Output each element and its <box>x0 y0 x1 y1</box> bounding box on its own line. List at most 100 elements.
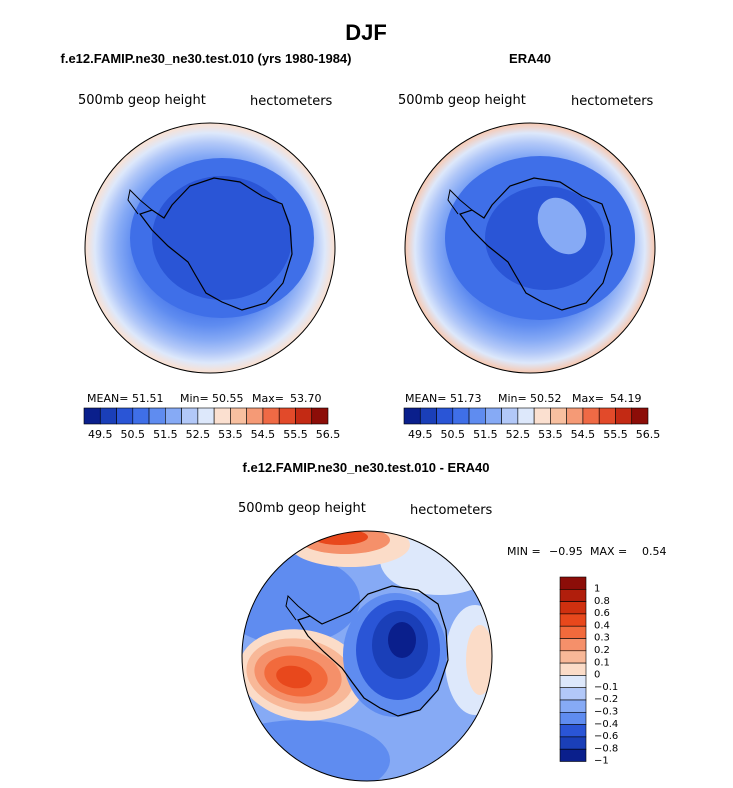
model-colorbar-tick-label: 52.5 <box>186 428 211 441</box>
panel-difference-border <box>241 530 493 782</box>
model-colorbar-swatch-0 <box>83 407 101 425</box>
difference-colorbar-swatch-4 <box>559 625 587 639</box>
panel-model-title: f.e12.FAMIP.ne30_ne30.test.010 (yrs 1980… <box>61 51 352 66</box>
model-colorbar-swatch-10 <box>246 407 264 425</box>
model-colorbar-swatch-12 <box>278 407 296 425</box>
antarctic-peninsula <box>127 188 153 215</box>
antarctica-coastline <box>297 585 449 717</box>
difference-colorbar-tick-label: −0.6 <box>594 731 618 742</box>
era40-colorbar-swatch-10 <box>566 407 584 425</box>
era40-colorbar-swatch-11 <box>582 407 600 425</box>
model-colorbar-swatch-5 <box>165 407 182 425</box>
difference-colorbar-tick-label: −0.4 <box>594 719 618 730</box>
era40-colorbar-swatch-4 <box>468 407 486 425</box>
era40-colorbar-swatch-12 <box>598 407 616 425</box>
panel-difference-min-value: −0.95 <box>549 545 583 558</box>
panel-difference-left-label: 500mb geop height <box>238 501 366 516</box>
model-colorbar-tick-label: 56.5 <box>316 428 341 441</box>
panel-model-colorbar: 49.5 50.5 51.5 52.5 53.5 54.5 55.5 56.5 <box>83 407 341 441</box>
model-colorbar-swatch-11 <box>262 407 280 425</box>
difference-colorbar-swatch-2 <box>559 601 587 615</box>
panel-era40-colorbar: 49.5 50.5 51.5 52.5 53.5 54.5 55.5 56.5 <box>403 407 661 441</box>
antarctic-peninsula <box>285 594 311 621</box>
difference-colorbar-swatch-1 <box>559 588 587 602</box>
model-colorbar-swatch-1 <box>99 407 117 425</box>
panel-model-mean-label: MEAN= <box>87 392 128 405</box>
panel-era40-max-value: 54.19 <box>610 392 642 405</box>
panel-difference-title: f.e12.FAMIP.ne30_ne30.test.010 - ERA40 <box>243 460 490 475</box>
difference-colorbar-swatch-5 <box>559 638 587 652</box>
panel-era40-max-label: Max= <box>572 392 604 405</box>
difference-colorbar-tick-label: 0.2 <box>594 645 610 656</box>
model-colorbar-swatch-14 <box>311 407 329 425</box>
panel-era40-mean-label: MEAN= <box>405 392 446 405</box>
era40-colorbar-swatch-13 <box>615 407 633 425</box>
model-colorbar-swatch-9 <box>230 407 247 425</box>
panel-model-map <box>85 123 335 373</box>
difference-colorbar-swatch-10 <box>559 699 587 713</box>
panel-difference-map <box>242 531 492 781</box>
model-colorbar-swatch-13 <box>295 407 313 425</box>
difference-colorbar-swatch-6 <box>559 650 587 664</box>
model-colorbar-tick-label: 55.5 <box>283 428 308 441</box>
model-colorbar-tick-label: 50.5 <box>121 428 146 441</box>
difference-colorbar-tick-label: 0.1 <box>594 657 610 668</box>
difference-colorbar-tick-label: 0.3 <box>594 633 610 644</box>
panel-model: f.e12.FAMIP.ne30_ne30.test.010 (yrs 1980… <box>61 51 352 441</box>
model-colorbar-swatch-8 <box>213 407 231 425</box>
era40-colorbar-swatch-1 <box>419 407 437 425</box>
panel-difference-min-label: MIN = <box>507 545 541 558</box>
panel-era40-title: ERA40 <box>509 51 551 66</box>
difference-colorbar-tick-label: 0.4 <box>594 620 610 631</box>
model-colorbar-tick-label: 51.5 <box>153 428 178 441</box>
era40-colorbar-tick-label: 55.5 <box>603 428 628 441</box>
panel-model-border <box>84 122 336 374</box>
difference-colorbar-swatch-9 <box>559 687 587 701</box>
era40-colorbar-tick-label: 53.5 <box>538 428 563 441</box>
era40-colorbar-swatch-2 <box>436 407 454 425</box>
panel-difference-max-label: MAX = <box>590 545 627 558</box>
difference-colorbar-swatch-14 <box>559 748 587 762</box>
difference-colorbar-swatch-13 <box>559 736 587 750</box>
era40-colorbar-tick-label: 54.5 <box>571 428 596 441</box>
panel-era40-map <box>405 123 655 373</box>
era40-colorbar-swatch-9 <box>550 407 567 425</box>
panel-difference-colorbar: 1 0.80.60.4 0.30.20.1 0−0.1−0.2−0.3 −0.4−0.6… <box>559 576 618 767</box>
era40-colorbar-tick-label: 56.5 <box>636 428 661 441</box>
difference-colorbar-tick-label: −1 <box>594 756 609 767</box>
difference-colorbar-swatch-0 <box>559 576 587 590</box>
model-colorbar-swatch-6 <box>181 407 199 425</box>
suptitle: DJF <box>345 20 387 45</box>
panel-era40-border <box>404 122 656 374</box>
era40-colorbar-tick-label: 52.5 <box>506 428 531 441</box>
era40-colorbar-swatch-14 <box>631 407 649 425</box>
panel-era40-min-label: Min= <box>498 392 527 405</box>
difference-colorbar-tick-label: −0.8 <box>594 743 618 754</box>
era40-colorbar-swatch-5 <box>485 407 502 425</box>
difference-colorbar-swatch-8 <box>559 675 587 689</box>
panel-era40-mean-value: 51.73 <box>450 392 482 405</box>
antarctica-coastline <box>139 177 293 311</box>
era40-colorbar-tick-label: 50.5 <box>441 428 466 441</box>
difference-colorbar-tick-label: 0.6 <box>594 608 610 619</box>
panel-model-min-value: 50.55 <box>212 392 244 405</box>
panel-difference: f.e12.FAMIP.ne30_ne30.test.010 - ERA40 5… <box>238 460 667 782</box>
model-colorbar-swatch-7 <box>197 407 215 425</box>
era40-colorbar-tick-label: 51.5 <box>473 428 498 441</box>
difference-colorbar-swatch-7 <box>559 662 587 676</box>
era40-colorbar-swatch-0 <box>403 407 421 425</box>
difference-colorbar-tick-label: 0.8 <box>594 596 610 607</box>
panel-model-right-label: hectometers <box>250 94 333 109</box>
panel-era40-right-label: hectometers <box>571 94 654 109</box>
panel-era40: ERA40 500mb geop height hectometers MEAN… <box>398 51 660 441</box>
era40-colorbar-swatch-6 <box>501 407 519 425</box>
difference-colorbar-swatch-11 <box>559 711 587 725</box>
difference-colorbar-swatch-3 <box>559 613 587 627</box>
model-colorbar-tick-label: 49.5 <box>88 428 113 441</box>
difference-colorbar-tick-label: 1 <box>594 583 600 594</box>
panel-era40-left-label: 500mb geop height <box>398 93 526 108</box>
model-colorbar-swatch-3 <box>132 407 150 425</box>
difference-colorbar-tick-label: −0.2 <box>594 694 618 705</box>
difference-colorbar-tick-label: −0.3 <box>594 706 618 717</box>
